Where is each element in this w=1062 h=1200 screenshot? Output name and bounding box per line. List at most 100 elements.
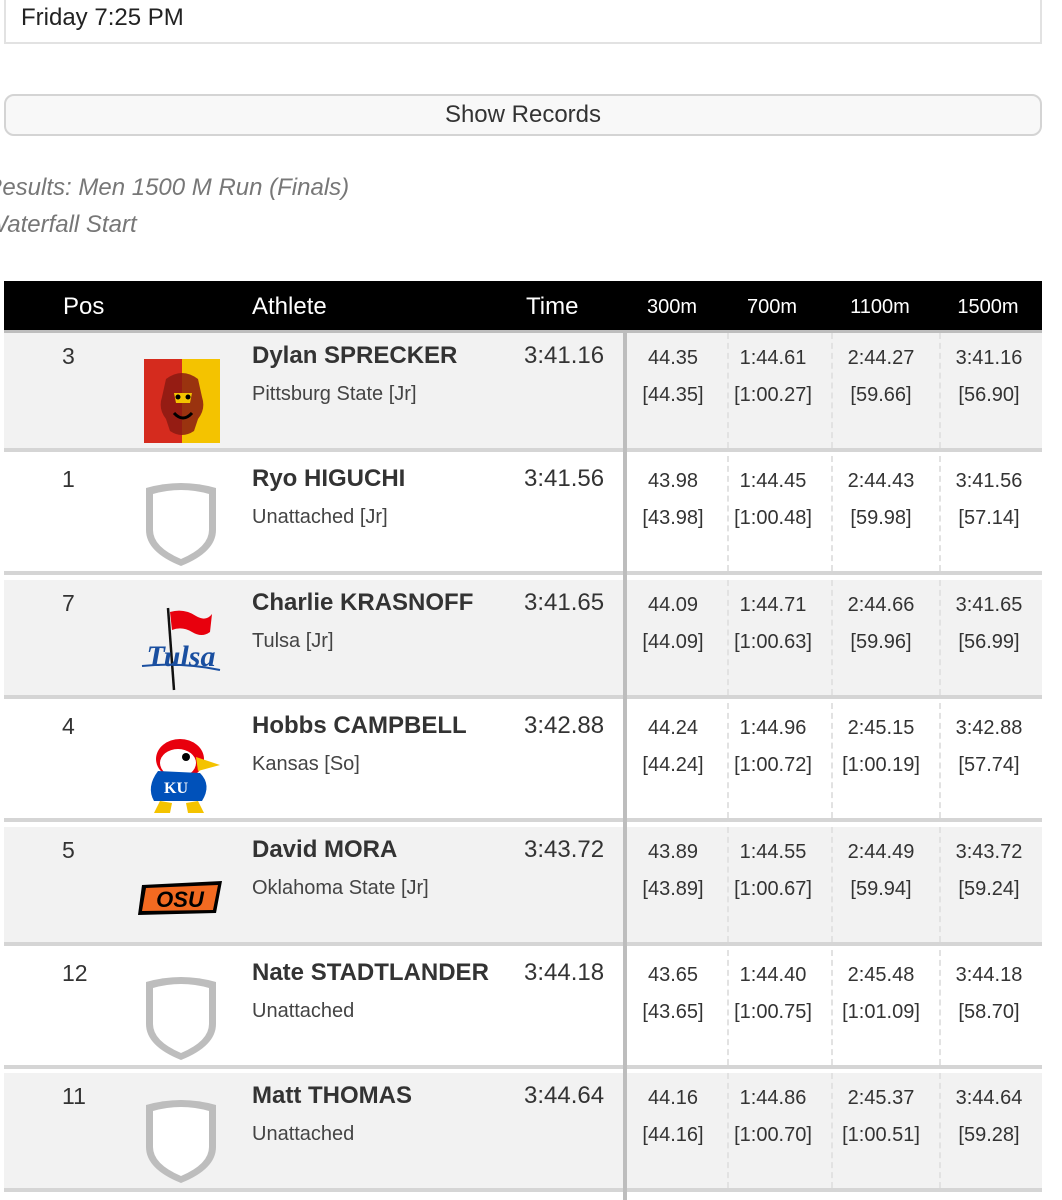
split-lap: [43.65] [642,1001,704,1023]
header-split-1100m: 1100m [850,296,910,318]
kansas-jayhawk-icon: KU [136,727,226,817]
athlete-name[interactable]: Hobbs CAMPBELL [252,712,467,740]
finish-time: 3:44.18 [524,959,605,986]
athlete-team[interactable]: Unattached [252,1123,355,1146]
split-cumulative: 2:44.43 [847,470,915,493]
split-lap: [57.74] [958,754,1020,777]
split-cumulative: 43.89 [647,840,699,863]
split-lap: [59.66] [850,384,912,406]
split-lap: [59.96] [850,630,912,653]
split-cumulative: 1:44.45 [739,470,807,493]
split-divider [727,579,729,695]
athlete-name[interactable]: Matt THOMAS [252,1082,412,1110]
split-cumulative: 2:45.48 [847,964,915,986]
row-position: 4 [62,713,75,740]
finish-time: 3:42.88 [524,712,605,740]
split-cumulative: 3:44.64 [955,1087,1023,1110]
split-divider [727,456,729,572]
split-cumulative: 3:41.16 [955,347,1023,369]
athlete-name[interactable]: Ryo HIGUCHI [252,465,406,493]
finish-time: 3:43.72 [524,835,605,863]
row-position: 3 [62,343,75,369]
split-divider [727,333,729,448]
split-divider [939,456,941,572]
event-title: Results: Men 1500 M Run (Finals) [0,174,350,201]
split-cumulative: 1:44.61 [739,347,807,369]
split-divider [939,703,941,819]
split-cumulative: 3:44.18 [955,964,1023,986]
split-cumulative: 1:44.86 [739,1087,807,1110]
athlete-name[interactable]: Charlie KRASNOFF [252,588,474,616]
table-row[interactable]: 4 KU Hobbs CAMPBELL Kansas [So] 3:42.88 44.… [4,703,1042,823]
pittsburg-state-gorilla-icon [136,357,226,447]
split-divider [939,826,941,942]
table-row[interactable]: 11 Matt THOMAS Unattached 3:44.64 44.16 [44.… [4,1073,1042,1193]
unattached-shield-icon [136,480,226,570]
svg-text:KU: KU [164,780,188,797]
athlete-team[interactable]: Tulsa [Jr] [252,629,334,652]
split-lap: [1:00.48] [734,507,812,530]
header-split-700m: 700m [746,296,798,318]
table-row[interactable]: 3 Dylan SPRECKER Pittsburg State [Jr] 3:41… [4,333,1042,452]
split-lap: [1:00.72] [734,754,812,777]
athlete-name[interactable]: Nate STADTLANDER [252,959,489,986]
table-row[interactable]: 1 Ryo HIGUCHI Unattached [Jr] 3:41.56 43.98… [4,456,1042,576]
split-lap: [43.89] [642,877,704,900]
split-divider [831,826,833,942]
svg-text:OSU: OSU [156,887,205,912]
unattached-shield-icon [136,974,226,1064]
finish-time: 3:44.64 [524,1082,605,1110]
table-row[interactable]: 5 OSU David MORA Oklahoma State [Jr] 3:43.… [4,826,1042,946]
split-lap: [58.70] [958,1001,1020,1023]
finish-time: 3:41.16 [524,342,605,369]
athlete-team[interactable]: Oklahoma State [Jr] [252,876,429,899]
athlete-name[interactable]: Dylan SPRECKER [252,342,458,369]
split-cumulative: 3:41.56 [955,470,1023,493]
row-position: 7 [62,589,75,616]
athlete-team[interactable]: Pittsburg State [Jr] [252,383,417,405]
split-lap: [1:00.75] [734,1001,812,1023]
split-lap: [1:00.67] [734,877,812,900]
split-cumulative: 2:44.27 [847,347,915,369]
split-lap: [56.99] [958,630,1020,653]
split-lap: [59.28] [958,1124,1020,1147]
split-lap: [43.98] [642,507,704,530]
split-divider [831,456,833,572]
athlete-name[interactable]: David MORA [252,835,398,863]
table-row[interactable]: 12 Nate STADTLANDER Unattached 3:44.18 43.6… [4,950,1042,1069]
split-lap: [1:00.27] [734,384,812,406]
row-position: 1 [62,466,75,493]
oklahoma-state-osu-icon: OSU [136,851,226,941]
split-cumulative: 2:44.66 [847,593,915,616]
split-lap: [44.24] [642,754,704,777]
row-position: 11 [62,1083,86,1110]
split-lap: [44.16] [642,1124,704,1147]
split-divider [939,950,941,1065]
split-divider [831,579,833,695]
split-cumulative: 3:42.88 [955,717,1023,740]
header-pos: Pos [63,293,105,320]
split-lap: [59.98] [850,507,912,530]
split-lap: [1:00.51] [842,1124,920,1147]
table-row[interactable]: 7 Tulsa Charlie KRASNOFF Tulsa [Jr] 3:41.6… [4,579,1042,699]
header-time: Time [526,293,579,320]
athlete-team[interactable]: Unattached [Jr] [252,506,388,529]
split-lap: [57.14] [958,507,1020,530]
split-divider [831,703,833,819]
athlete-team[interactable]: Kansas [So] [252,753,360,776]
split-cumulative: 43.65 [647,964,699,986]
split-lap: [56.90] [958,384,1020,406]
header-split-1500m: 1500m [957,296,1019,318]
split-divider [727,950,729,1065]
split-lap: [1:01.09] [842,1001,920,1023]
split-lap: [59.24] [958,877,1020,900]
finish-time: 3:41.65 [524,588,605,616]
athlete-team[interactable]: Unattached [252,1000,355,1022]
split-cumulative: 2:45.37 [847,1087,915,1110]
split-cumulative: 43.98 [647,470,699,493]
split-cumulative: 44.16 [647,1087,699,1110]
results-table-header: Pos Athlete Time 300m 700m 1100m 1500m [4,281,1042,333]
show-records-button[interactable]: Show Records [4,94,1042,136]
split-cumulative: 1:44.96 [739,717,807,740]
split-divider [939,1073,941,1189]
